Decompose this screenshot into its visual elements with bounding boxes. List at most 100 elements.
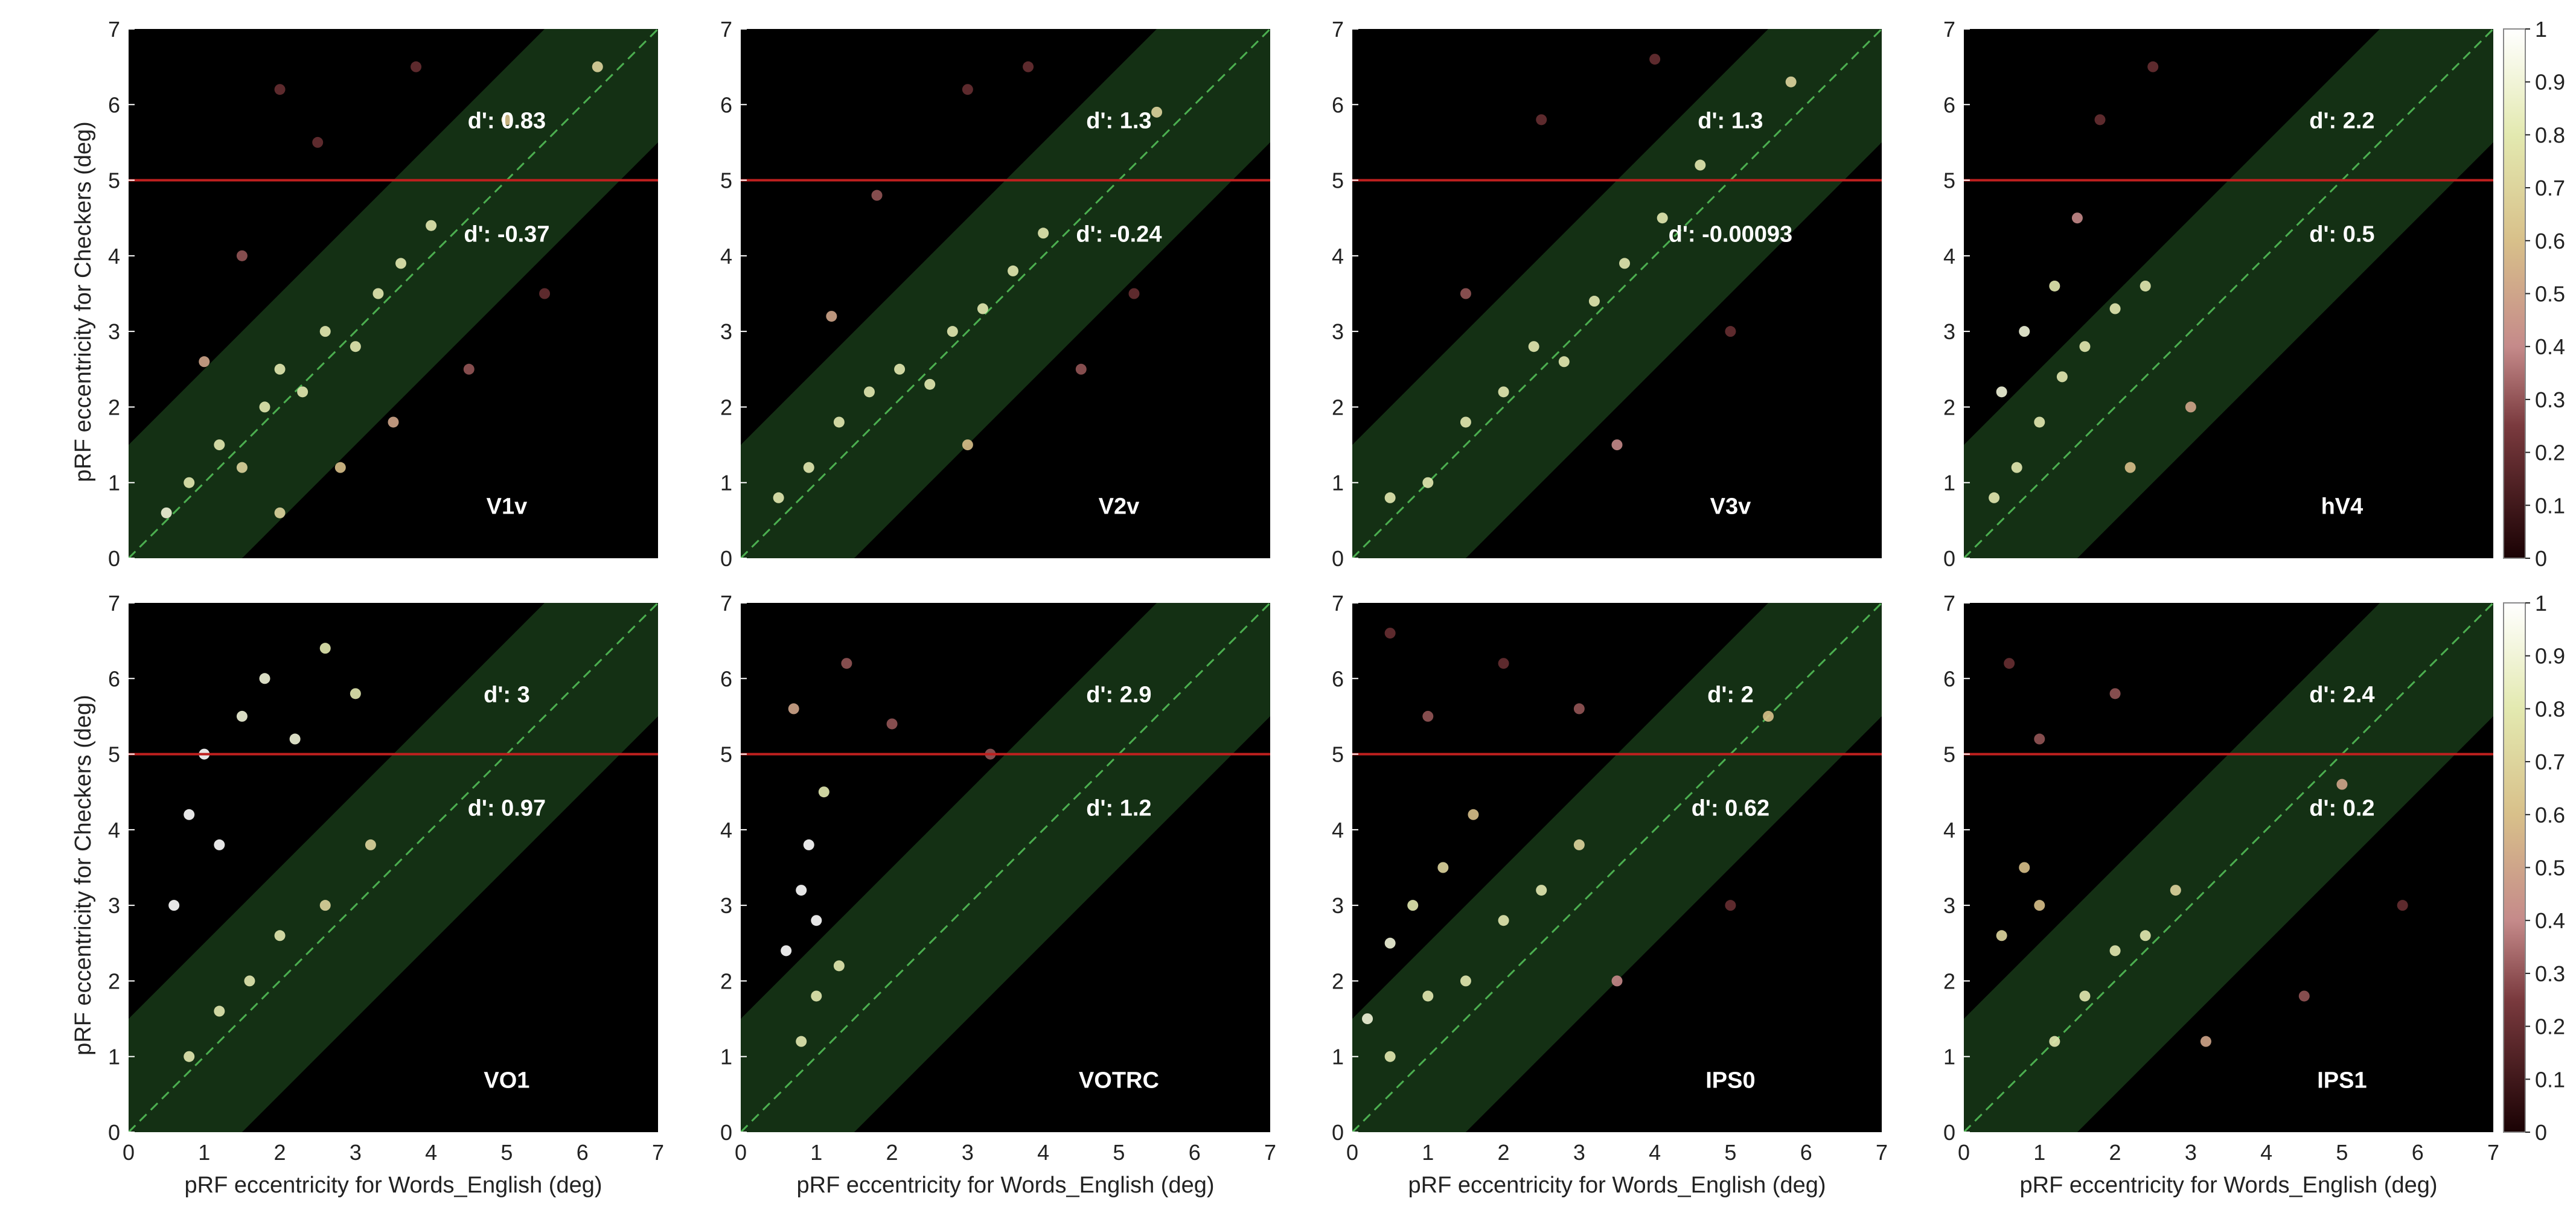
scatter-point (796, 1036, 807, 1047)
scatter-point (1384, 492, 1396, 503)
scatter-point (1785, 76, 1797, 88)
y-tick-label: 5 (1943, 168, 1955, 193)
scatter-point (2094, 114, 2106, 126)
scatter-point (2109, 945, 2121, 957)
scatter-point (236, 250, 248, 261)
roi-label: IPS0 (1705, 1068, 1755, 1093)
scatter-point (2336, 779, 2348, 790)
dprime-lower: d': 0.2 (2309, 795, 2374, 821)
y-tick-label: 4 (1332, 818, 1344, 842)
diagonal-band (129, 29, 658, 558)
diagonal-band (1964, 29, 2493, 558)
dprime-lower: d': 1.2 (1086, 795, 1151, 821)
dprime-upper: d': 2 (1707, 682, 1754, 707)
diagonal-band (1352, 29, 1882, 558)
y-tick-label: 1 (1943, 471, 1955, 495)
y-tick-label: 6 (720, 666, 732, 691)
scatter-point (1460, 288, 1471, 299)
x-tick-label: 1 (2033, 1140, 2045, 1165)
scatter-point (2140, 930, 2151, 941)
roi-label: V1v (487, 494, 528, 519)
scatter-point (833, 416, 845, 428)
scatter-point (463, 363, 475, 375)
y-tick-label: 6 (108, 666, 120, 691)
scatter-point (236, 710, 248, 722)
colorbar (2503, 602, 2526, 1133)
scatter-point (1498, 915, 1509, 926)
scatter-point (977, 303, 988, 314)
scatter-point (319, 900, 331, 911)
x-tick-label: 3 (2185, 1140, 2197, 1165)
scatter-point (2200, 1036, 2211, 1047)
x-axis-label: pRF eccentricity for Words_English (deg) (1408, 1173, 1826, 1198)
scatter-point (259, 401, 270, 413)
scatter-point (199, 356, 210, 368)
x-tick-label: 1 (1422, 1140, 1434, 1165)
scatter-point (168, 900, 180, 911)
scatter-point (788, 703, 799, 715)
diagonal-band (1352, 603, 1882, 1132)
x-tick-label: 3 (962, 1140, 974, 1165)
scatter-point (894, 363, 906, 375)
scatter-point (2185, 401, 2196, 413)
scatter-point (2109, 303, 2121, 314)
scatter-point (2004, 658, 2015, 669)
scatter-point (1498, 386, 1509, 398)
x-tick-label: 2 (274, 1140, 286, 1165)
scatter-point (818, 786, 829, 798)
colorbar-tick-label: 0.1 (2535, 1067, 2565, 1092)
scatter-point (947, 326, 958, 337)
y-tick-label: 3 (108, 319, 120, 344)
scatter-point (2011, 462, 2022, 473)
scatter-point (841, 658, 852, 669)
y-tick-label: 4 (1943, 818, 1955, 842)
y-tick-label: 3 (720, 319, 732, 344)
y-tick-label: 7 (108, 17, 120, 42)
y-tick-label: 5 (108, 742, 120, 767)
x-tick-label: 5 (1724, 1140, 1736, 1165)
y-tick-label: 6 (108, 92, 120, 117)
scatter-point (274, 363, 286, 375)
dprime-upper: d': 1.3 (1086, 108, 1151, 133)
plot-area (129, 603, 658, 1132)
scatter-point (1128, 288, 1140, 299)
y-tick-label: 4 (108, 818, 120, 842)
scatter-point (2079, 990, 2091, 1002)
scatter-point (1008, 265, 1019, 276)
dprime-lower: d': -0.24 (1076, 221, 1162, 247)
scatter-point (2109, 688, 2121, 699)
scatter-point (1460, 416, 1471, 428)
scatter-point (214, 1005, 225, 1017)
dprime-lower: d': -0.37 (464, 221, 549, 247)
dprime-lower: d': 0.97 (468, 795, 546, 821)
dprime-lower: d': 0.62 (1692, 795, 1769, 821)
diagonal-band (1964, 603, 2493, 1132)
scatter-point (1536, 885, 1547, 896)
scatter-point (2056, 371, 2068, 383)
scatter-point (1437, 862, 1449, 873)
colorbar-tick-label: 0.6 (2535, 229, 2565, 253)
y-tick-label: 7 (1332, 17, 1344, 42)
scatter-point (289, 733, 301, 745)
scatter-point (2019, 326, 2030, 337)
x-tick-label: 4 (1649, 1140, 1661, 1165)
scatter-point (1558, 356, 1570, 368)
y-tick-label: 7 (720, 17, 732, 42)
scatter-point (826, 311, 837, 322)
scatter-point (1422, 990, 1434, 1002)
dprime-upper: d': 0.83 (468, 108, 546, 133)
scatter-point (1573, 703, 1585, 715)
scatter-point (1384, 937, 1396, 949)
scatter-point (863, 386, 875, 398)
y-tick-label: 2 (1943, 395, 1955, 419)
x-tick-label: 6 (577, 1140, 589, 1165)
scatter-point (244, 975, 255, 987)
dprime-lower: d': -0.00093 (1669, 221, 1792, 247)
scatter-point (1725, 900, 1736, 911)
scatter-point (811, 915, 822, 926)
y-tick-label: 2 (1943, 969, 1955, 993)
scatter-point (297, 386, 308, 398)
scatter-point (781, 945, 792, 957)
dprime-upper: d': 1.3 (1698, 108, 1763, 133)
